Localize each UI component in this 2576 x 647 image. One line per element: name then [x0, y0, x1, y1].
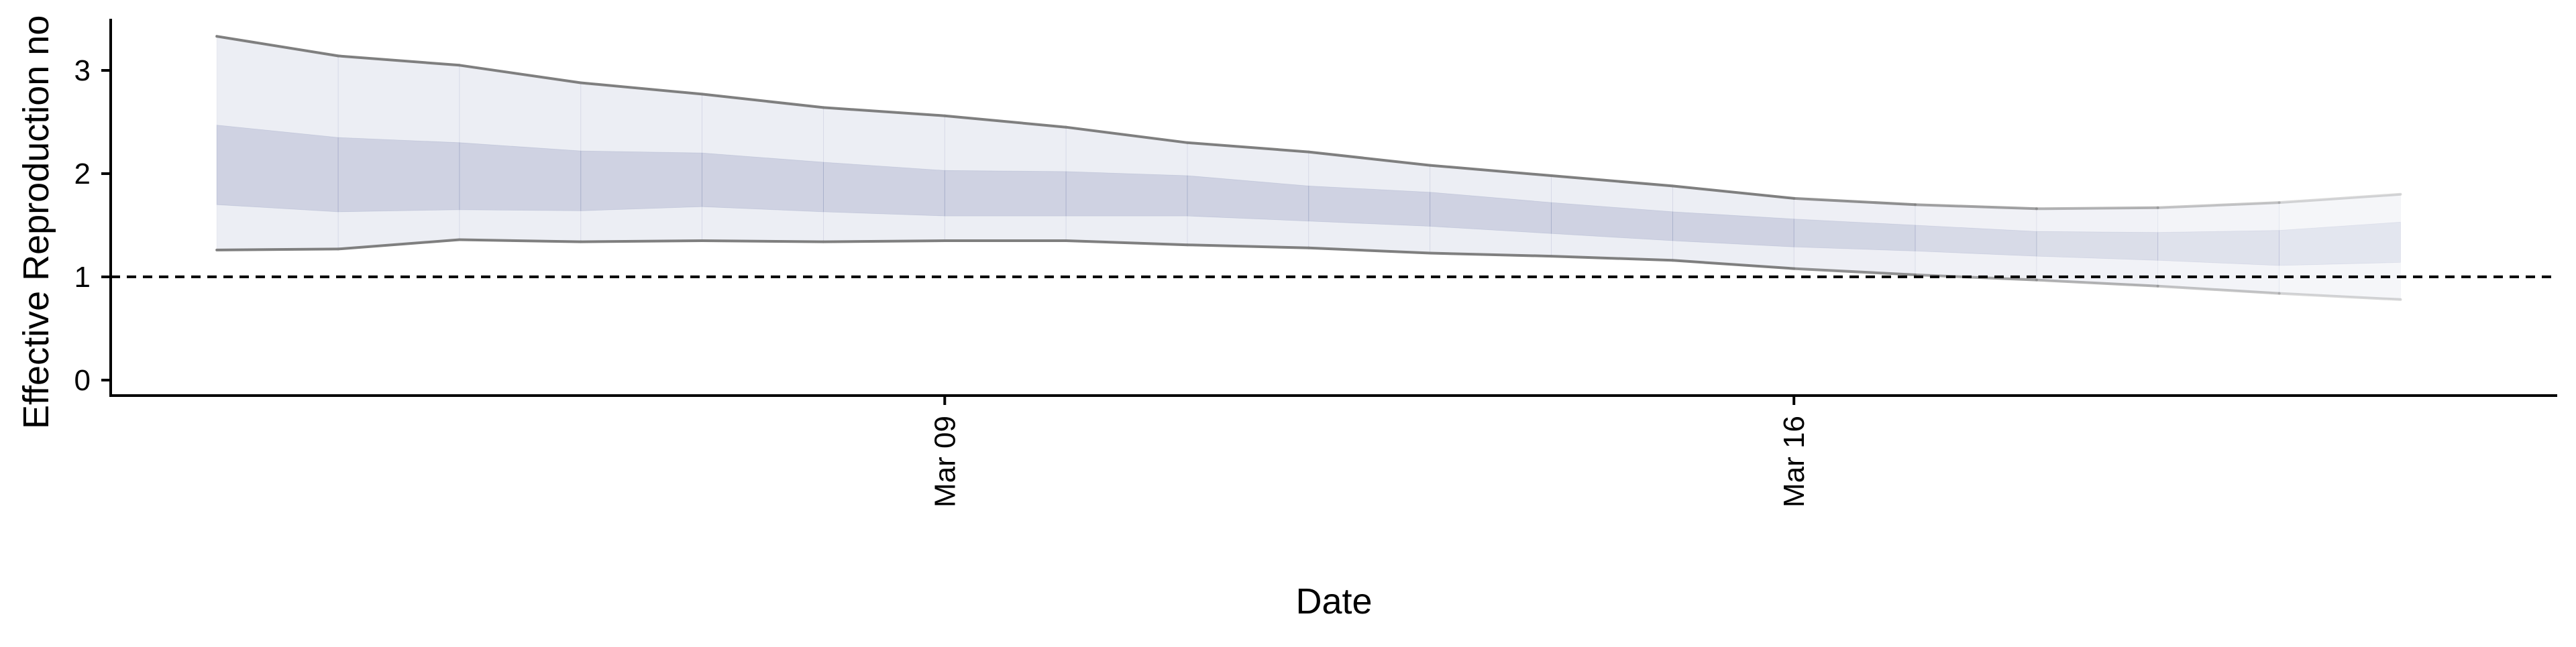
upper-bound-line-segment [1550, 174, 1674, 188]
inner-band-segment [2157, 230, 2280, 266]
lower-bound-line-segment [215, 247, 340, 251]
upper-bound-line-segment [2035, 206, 2159, 211]
lower-bound-line-segment [2156, 284, 2281, 295]
lower-bound-line-segment [1671, 259, 1796, 270]
outer-band-segment [2279, 194, 2401, 300]
x-axis-label: Date [1295, 581, 1372, 622]
y-tick-label: 0 [74, 364, 91, 397]
inner-band-segment [580, 150, 702, 211]
upper-bound-line-segment [1065, 125, 1189, 144]
inner-band-segment [1065, 171, 1188, 217]
inner-band-segment [1430, 192, 1552, 234]
upper-bound-line-segment [2277, 192, 2402, 204]
upper-bound-line-segment [579, 81, 704, 96]
inner-band-segment [702, 152, 824, 213]
y-tick-label: 1 [74, 261, 91, 294]
y-axis-label: Effective Reproduction no [16, 15, 56, 429]
upper-bound-line-segment [2156, 201, 2281, 209]
inner-band-segment [1308, 185, 1431, 227]
upper-bound-line-segment [700, 93, 825, 109]
lower-bound-line-segment [579, 239, 704, 243]
lower-bound-line-segment [1186, 243, 1310, 249]
lower-bound-line-segment [2035, 278, 2159, 288]
lower-bound-line-segment [1792, 267, 1917, 276]
inner-band-segment [823, 162, 945, 217]
upper-bound-line-segment [1307, 150, 1432, 167]
upper-bound-line-segment [1914, 203, 2038, 211]
inner-band-segment [2279, 221, 2401, 266]
y-tick-label: 3 [74, 54, 91, 87]
inner-band-segment [944, 170, 1067, 217]
inner-band-segment [1793, 219, 1916, 251]
inner-band-segment [459, 142, 582, 211]
axes: 0 1 2 3 Mar 09 Mar 16 [74, 19, 2557, 508]
inner-band-segment [216, 125, 339, 213]
upper-bound-line-segment [1671, 184, 1796, 200]
y-tick-label: 2 [74, 158, 91, 190]
upper-bound-line-segment [1792, 196, 1917, 207]
upper-bound-line-segment [337, 54, 461, 67]
inner-band-segment [1551, 202, 1673, 241]
x-tick-label: Mar 16 [1778, 416, 1811, 508]
inner-band-segment [1187, 175, 1309, 222]
lower-bound-line-segment [1307, 246, 1432, 255]
upper-bound-line-segment [1186, 141, 1310, 154]
inner-band-segment [337, 137, 460, 213]
lower-bound-line-segment [822, 239, 947, 243]
inner-band-segment [2036, 231, 2159, 261]
upper-bound-line-segment [822, 106, 947, 117]
uncertainty-bands [216, 36, 2401, 300]
lower-bound-line-segment [1065, 239, 1189, 247]
upper-bound-line-segment [943, 114, 1068, 129]
upper-bound-line-segment [458, 64, 582, 84]
lower-bound-line-segment [458, 238, 582, 243]
inner-band-segment [1915, 225, 2037, 257]
lower-bound-line-segment [700, 239, 825, 243]
lower-bound-line-segment [337, 238, 461, 251]
lower-bound-line-segment [2277, 292, 2402, 301]
lower-bound-line-segment [1550, 255, 1674, 262]
upper-bound-line-segment [215, 35, 340, 58]
inner-band-segment [1672, 211, 1794, 247]
upper-bound-line-segment [1428, 164, 1553, 177]
x-tick-label: Mar 09 [928, 416, 961, 508]
boundary-lines [215, 35, 2402, 301]
outer-band-segment [2157, 202, 2280, 294]
lower-bound-line-segment [1428, 251, 1553, 258]
